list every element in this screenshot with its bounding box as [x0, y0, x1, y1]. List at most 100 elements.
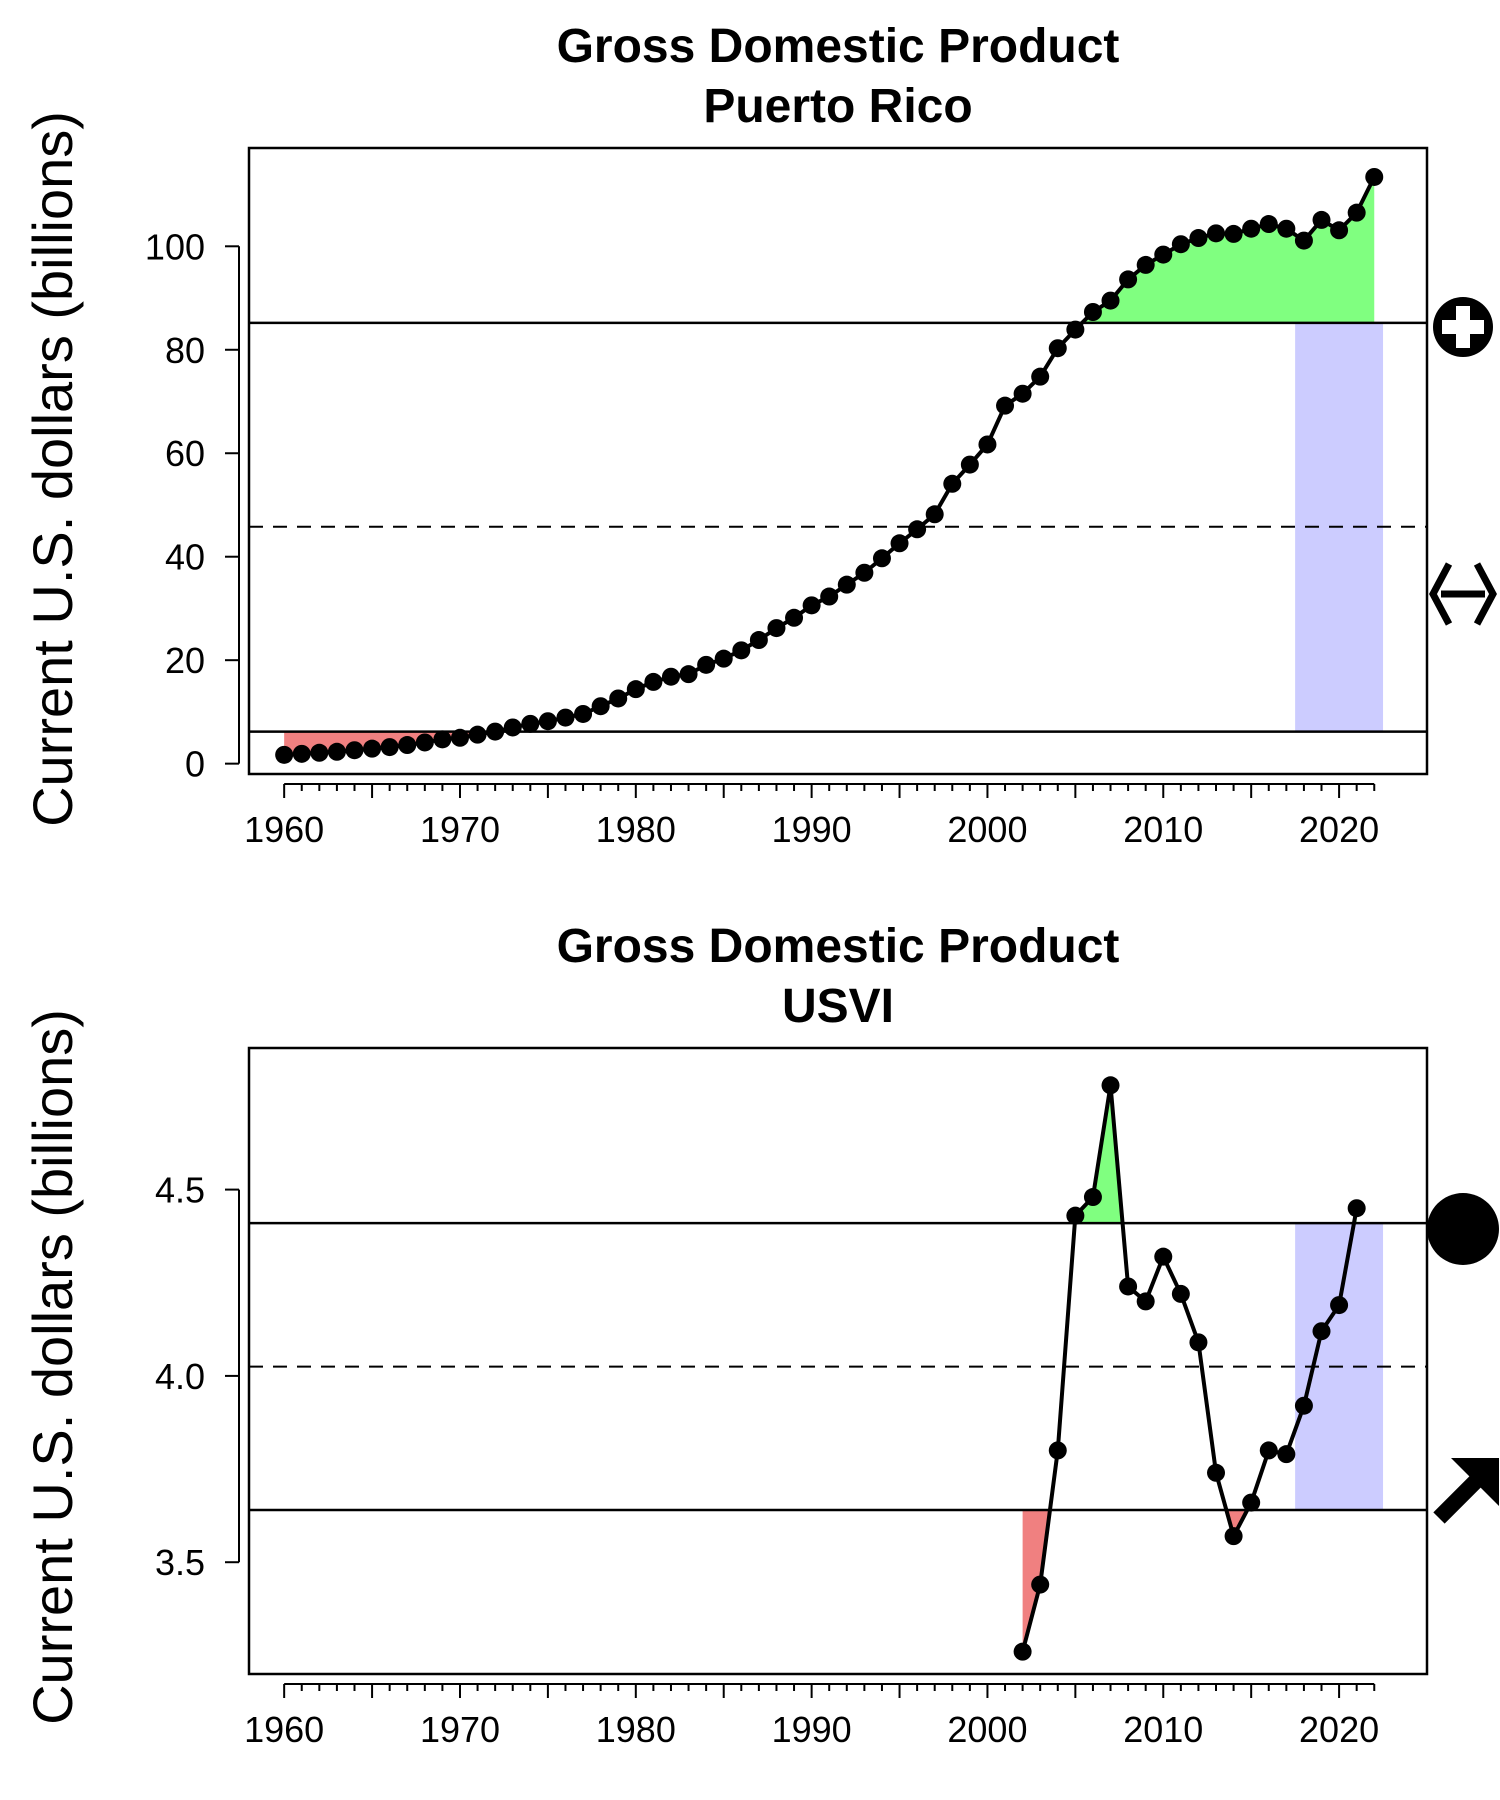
data-point: [785, 608, 804, 627]
data-point: [1312, 210, 1331, 229]
data-point: [1136, 1292, 1155, 1311]
y-tick-label: 4.5: [155, 1170, 205, 1211]
data-point: [697, 655, 716, 674]
plot-frame: [247, 146, 1429, 776]
data-point: [538, 712, 557, 731]
data-point: [275, 745, 294, 764]
data-point: [872, 549, 891, 568]
chart-subtitle: USVI: [782, 980, 894, 1033]
data-point: [1294, 1396, 1313, 1415]
data-point: [345, 741, 364, 760]
data-point: [679, 665, 698, 684]
data-point: [1259, 215, 1278, 234]
data-point: [855, 563, 874, 582]
data-point: [767, 619, 786, 638]
data-point: [1330, 221, 1349, 240]
data-point: [802, 596, 821, 615]
x-axis: 1960 1970 1980 1990 2000 2010 2020: [244, 1683, 1379, 1750]
x-tick-label: 2010: [1123, 809, 1203, 850]
chart-title: Gross Domestic Product: [557, 920, 1120, 973]
up-right-arrow-icon: [1433, 1458, 1499, 1524]
x-tick-label: 2010: [1123, 1709, 1203, 1750]
x-tick-label: 1960: [244, 809, 324, 850]
data-point: [292, 744, 311, 763]
area-below-lower-threshold: [1022, 1510, 1357, 1652]
area-below-lower-threshold: [284, 731, 1375, 755]
y-tick-label: 20: [165, 640, 205, 681]
y-tick-label: 40: [165, 537, 205, 578]
x-tick-label: 2020: [1299, 1709, 1379, 1750]
data-point: [1136, 255, 1155, 274]
data-point: [1224, 224, 1243, 243]
data-point: [433, 730, 452, 749]
x-tick-label: 1970: [420, 809, 500, 850]
data-point: [1242, 219, 1261, 238]
data-point: [626, 680, 645, 699]
x-tick-label: 2020: [1299, 809, 1379, 850]
x-tick-label: 2000: [947, 809, 1027, 850]
filled-circle-icon: [1427, 1193, 1499, 1265]
data-point: [820, 587, 839, 606]
y-tick-label: 100: [145, 226, 205, 267]
chart-panel-puerto-rico: Gross Domestic Product Puerto Rico Curre…: [21, 20, 1497, 850]
data-point: [1365, 167, 1384, 186]
data-point: [503, 718, 522, 737]
data-point: [1154, 245, 1173, 264]
data-point: [521, 714, 540, 733]
data-point: [556, 708, 575, 727]
y-tick-label: 80: [165, 330, 205, 371]
data-point: [1242, 1493, 1261, 1512]
data-point: [450, 728, 469, 747]
data-point: [960, 455, 979, 474]
data-point: [925, 505, 944, 524]
data-point: [1224, 1527, 1243, 1546]
data-point: [468, 725, 487, 744]
data-point: [996, 396, 1015, 415]
data-point: [327, 742, 346, 761]
y-axis: 3.5 4.0 4.5: [155, 1170, 240, 1583]
data-point: [837, 575, 856, 594]
data-point: [1119, 270, 1138, 289]
data-point: [380, 738, 399, 757]
x-tick-label: 1980: [596, 809, 676, 850]
data-point: [1031, 1575, 1050, 1594]
data-point: [1083, 303, 1102, 322]
data-point: [1277, 1445, 1296, 1464]
data-point: [890, 534, 909, 553]
x-tick-label: 1990: [772, 809, 852, 850]
x-tick-label: 1970: [420, 1709, 500, 1750]
data-point: [609, 689, 628, 708]
data-point: [661, 667, 680, 686]
x-tick-label: 2000: [947, 1709, 1027, 1750]
data-point: [908, 520, 927, 539]
data-point: [1259, 1441, 1278, 1460]
data-point: [749, 631, 768, 650]
data-point: [1330, 1296, 1349, 1315]
chart-subtitle: Puerto Rico: [703, 80, 972, 133]
x-tick-label: 1990: [772, 1709, 852, 1750]
x-tick-label: 1960: [244, 1709, 324, 1750]
y-tick-label: 60: [165, 433, 205, 474]
double-arrow-icon: [1429, 562, 1497, 626]
data-point: [1207, 1463, 1226, 1482]
y-tick-label: 0: [185, 744, 205, 785]
data-point: [714, 649, 733, 668]
data-point: [1312, 1322, 1331, 1341]
data-point: [1048, 1441, 1067, 1460]
data-point: [1066, 1206, 1085, 1225]
data-point: [1347, 203, 1366, 222]
data-point: [1207, 224, 1226, 243]
data-point: [1013, 384, 1032, 403]
data-point: [1171, 1284, 1190, 1303]
data-point: [978, 435, 997, 454]
x-axis: 1960 1970 1980 1990 2000 2010 2020: [244, 783, 1379, 850]
data-point: [1013, 1642, 1032, 1661]
chart-title: Gross Domestic Product: [557, 20, 1120, 73]
data-point: [732, 641, 751, 660]
data-point: [574, 704, 593, 723]
data-point: [1347, 1199, 1366, 1218]
data-point: [1031, 367, 1050, 386]
plus-in-circle-icon: [1433, 297, 1493, 357]
data-point: [415, 733, 434, 752]
